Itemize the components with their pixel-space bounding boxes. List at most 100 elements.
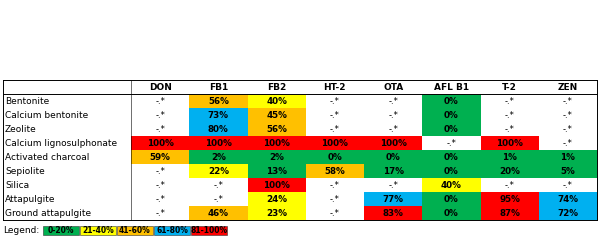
Bar — [248, 150, 306, 164]
Bar — [422, 178, 481, 192]
Text: 100%: 100% — [263, 181, 290, 190]
Bar — [364, 164, 422, 178]
Text: Attapulgite: Attapulgite — [5, 195, 56, 204]
Text: 1%: 1% — [560, 152, 575, 161]
Text: 100%: 100% — [205, 138, 232, 147]
Text: 40%: 40% — [266, 96, 287, 105]
Text: -.*: -.* — [155, 124, 165, 133]
Text: 0%: 0% — [444, 96, 459, 105]
Bar — [189, 136, 248, 150]
Text: 56%: 56% — [266, 124, 287, 133]
Text: 61-80%: 61-80% — [156, 226, 188, 235]
Text: 20%: 20% — [499, 167, 520, 176]
Bar — [248, 122, 306, 136]
Text: 46%: 46% — [208, 209, 229, 218]
Text: 24%: 24% — [266, 195, 287, 204]
Text: 0%: 0% — [386, 152, 401, 161]
Text: Calcium bentonite: Calcium bentonite — [5, 110, 88, 119]
Text: -.*: -.* — [214, 181, 223, 190]
Text: 83%: 83% — [383, 209, 404, 218]
Bar — [422, 108, 481, 122]
Text: 2%: 2% — [269, 152, 284, 161]
Bar — [154, 226, 190, 235]
Bar — [364, 192, 422, 206]
Text: 100%: 100% — [496, 138, 523, 147]
Bar — [539, 164, 597, 178]
Text: -.*: -.* — [563, 110, 573, 119]
Text: 0%: 0% — [444, 152, 459, 161]
Bar — [481, 192, 539, 206]
Text: -.*: -.* — [330, 195, 340, 204]
Text: 2%: 2% — [211, 152, 226, 161]
Bar — [306, 150, 364, 164]
Text: AFL B1: AFL B1 — [434, 82, 469, 91]
Text: -.*: -.* — [505, 181, 515, 190]
Bar — [364, 150, 422, 164]
Text: ZEN: ZEN — [558, 82, 578, 91]
Bar — [481, 136, 539, 150]
Text: 1%: 1% — [502, 152, 517, 161]
Text: -.*: -.* — [505, 110, 515, 119]
Bar — [364, 136, 422, 150]
Text: 0%: 0% — [444, 195, 459, 204]
Bar — [189, 150, 248, 164]
Text: 100%: 100% — [263, 138, 290, 147]
Text: Activated charcoal: Activated charcoal — [5, 152, 89, 161]
Bar — [422, 206, 481, 220]
Text: Ground attapulgite: Ground attapulgite — [5, 209, 91, 218]
Text: OTA: OTA — [383, 82, 403, 91]
Text: 17%: 17% — [383, 167, 404, 176]
Text: 100%: 100% — [146, 138, 173, 147]
Bar — [131, 150, 189, 164]
Text: 40%: 40% — [441, 181, 462, 190]
Text: 72%: 72% — [557, 209, 578, 218]
Text: -.*: -.* — [505, 124, 515, 133]
Bar — [539, 150, 597, 164]
Bar — [248, 94, 306, 108]
Bar — [248, 108, 306, 122]
Bar — [364, 206, 422, 220]
Text: 5%: 5% — [560, 167, 575, 176]
Text: Silica: Silica — [5, 181, 29, 190]
Text: 73%: 73% — [208, 110, 229, 119]
Text: -.*: -.* — [155, 110, 165, 119]
Text: 77%: 77% — [383, 195, 404, 204]
Text: Bentonite: Bentonite — [5, 96, 49, 105]
Bar — [248, 206, 306, 220]
Bar — [422, 150, 481, 164]
Bar — [191, 226, 227, 235]
Bar — [422, 122, 481, 136]
Text: -.*: -.* — [155, 181, 165, 190]
Bar — [422, 164, 481, 178]
Bar — [131, 136, 189, 150]
Text: Calcium lignosulphonate: Calcium lignosulphonate — [5, 138, 117, 147]
Text: 74%: 74% — [557, 195, 578, 204]
Text: -.*: -.* — [505, 96, 515, 105]
Text: -.*: -.* — [155, 195, 165, 204]
Text: 0%: 0% — [444, 110, 459, 119]
Text: -.*: -.* — [563, 138, 573, 147]
Text: -.*: -.* — [563, 181, 573, 190]
Text: 95%: 95% — [499, 195, 520, 204]
Text: -.*: -.* — [155, 167, 165, 176]
Bar — [248, 164, 306, 178]
Bar — [481, 164, 539, 178]
Text: 13%: 13% — [266, 167, 287, 176]
Bar — [422, 192, 481, 206]
Bar — [422, 94, 481, 108]
Bar — [189, 206, 248, 220]
Bar — [117, 226, 153, 235]
Bar — [189, 122, 248, 136]
Text: 22%: 22% — [208, 167, 229, 176]
Text: 80%: 80% — [208, 124, 229, 133]
Text: -.*: -.* — [563, 124, 573, 133]
Text: -.*: -.* — [446, 138, 457, 147]
Bar — [539, 192, 597, 206]
Text: -.*: -.* — [330, 96, 340, 105]
Text: 0-20%: 0-20% — [48, 226, 74, 235]
Text: HT-2: HT-2 — [323, 82, 346, 91]
Bar — [481, 150, 539, 164]
Text: -.*: -.* — [388, 110, 398, 119]
Bar — [481, 206, 539, 220]
Text: T-2: T-2 — [502, 82, 517, 91]
